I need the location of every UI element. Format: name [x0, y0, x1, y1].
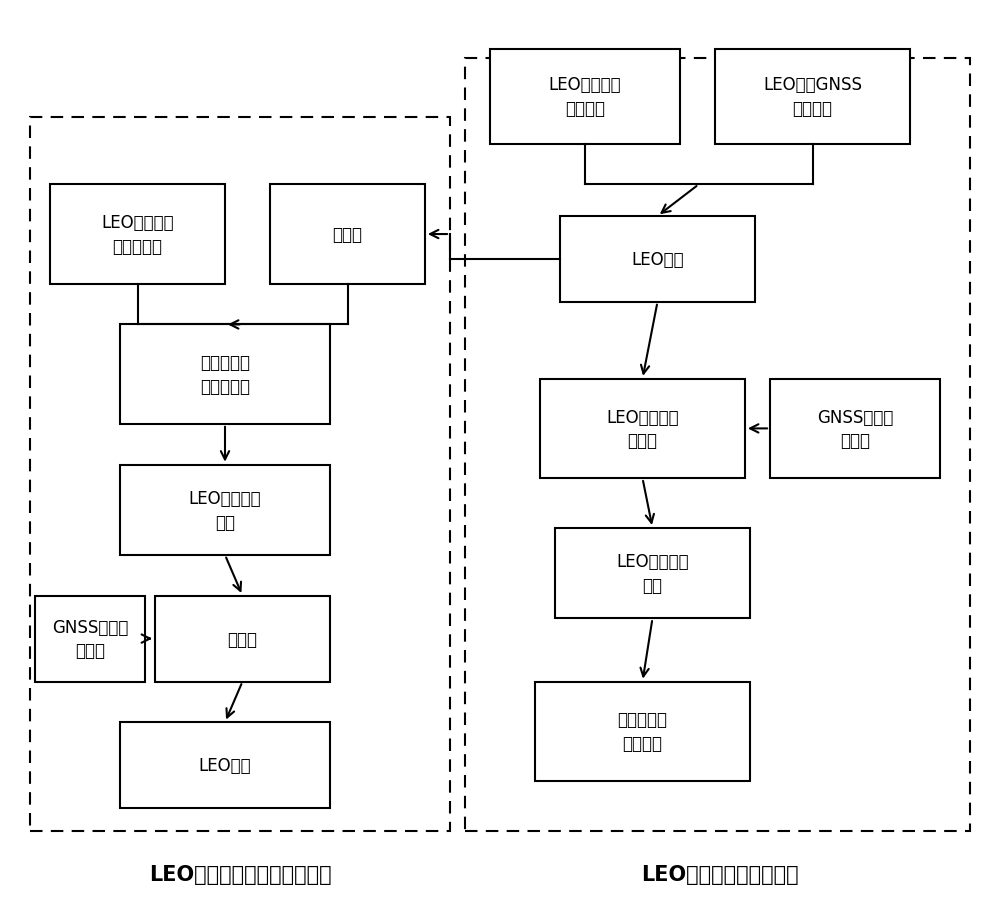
Text: 注入站: 注入站: [228, 630, 258, 647]
FancyBboxPatch shape: [270, 185, 425, 284]
FancyBboxPatch shape: [120, 325, 330, 424]
Text: LEO卫星分布式定轨模块: LEO卫星分布式定轨模块: [641, 864, 799, 884]
Text: LEO卫星定轨
结果: LEO卫星定轨 结果: [616, 553, 689, 594]
FancyBboxPatch shape: [120, 722, 330, 808]
Text: LEO星间链路
观测数据: LEO星间链路 观测数据: [549, 76, 621, 118]
FancyBboxPatch shape: [50, 185, 225, 284]
Text: 数据处理中
心定轨解算: 数据处理中 心定轨解算: [200, 354, 250, 396]
Text: LEO卫星星载
计算机: LEO卫星星载 计算机: [606, 408, 679, 450]
Text: LEO星载GNSS
观测数据: LEO星载GNSS 观测数据: [763, 76, 862, 118]
Text: LEO卫星: LEO卫星: [631, 251, 684, 268]
FancyBboxPatch shape: [535, 682, 750, 781]
Text: LEO地面跟踪
站观测数据: LEO地面跟踪 站观测数据: [101, 214, 174, 256]
FancyBboxPatch shape: [540, 379, 745, 479]
Text: LEO卫星定轨
结果: LEO卫星定轨 结果: [189, 489, 261, 531]
FancyBboxPatch shape: [555, 528, 750, 619]
FancyBboxPatch shape: [120, 465, 330, 555]
FancyBboxPatch shape: [560, 217, 755, 303]
FancyBboxPatch shape: [155, 596, 330, 682]
Text: 信关站: 信关站: [333, 226, 363, 244]
Text: LEO卫星: LEO卫星: [199, 757, 251, 774]
Text: LEO星座地面集中式定轨模块: LEO星座地面集中式定轨模块: [149, 864, 331, 884]
FancyBboxPatch shape: [715, 50, 910, 144]
Text: GNSS导航增
强数据: GNSS导航增 强数据: [817, 408, 893, 450]
FancyBboxPatch shape: [490, 50, 680, 144]
FancyBboxPatch shape: [770, 379, 940, 479]
Text: GNSS导航增
强数据: GNSS导航增 强数据: [52, 618, 128, 660]
FancyBboxPatch shape: [35, 596, 145, 682]
Text: 编制导航电
文并播发: 编制导航电 文并播发: [618, 711, 668, 752]
